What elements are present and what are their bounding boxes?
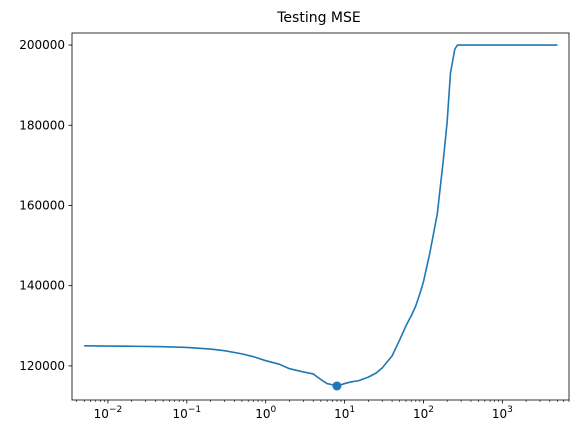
y-tick-label: 200000 <box>19 38 65 52</box>
y-tick-label: 120000 <box>19 359 65 373</box>
x-tick-label: 103 <box>492 405 513 421</box>
min-point-marker <box>332 381 342 391</box>
x-tick-label: 101 <box>334 405 355 421</box>
x-tick-label: 10−1 <box>173 405 202 421</box>
y-axis: 120000 140000 160000 180000 200000 <box>19 38 72 373</box>
series-line-0 <box>84 44 558 386</box>
x-tick-label: 10−2 <box>94 405 123 421</box>
y-tick-label: 140000 <box>19 279 65 293</box>
x-axis: 10−2 10−1 100 101 102 103 <box>76 400 570 421</box>
y-tick-label: 180000 <box>19 118 65 132</box>
x-tick-label: 100 <box>255 405 276 421</box>
plot-frame <box>71 32 570 401</box>
chart-title: Testing MSE <box>276 10 360 26</box>
y-tick-label: 160000 <box>19 198 65 212</box>
x-tick-label: 102 <box>413 405 434 421</box>
